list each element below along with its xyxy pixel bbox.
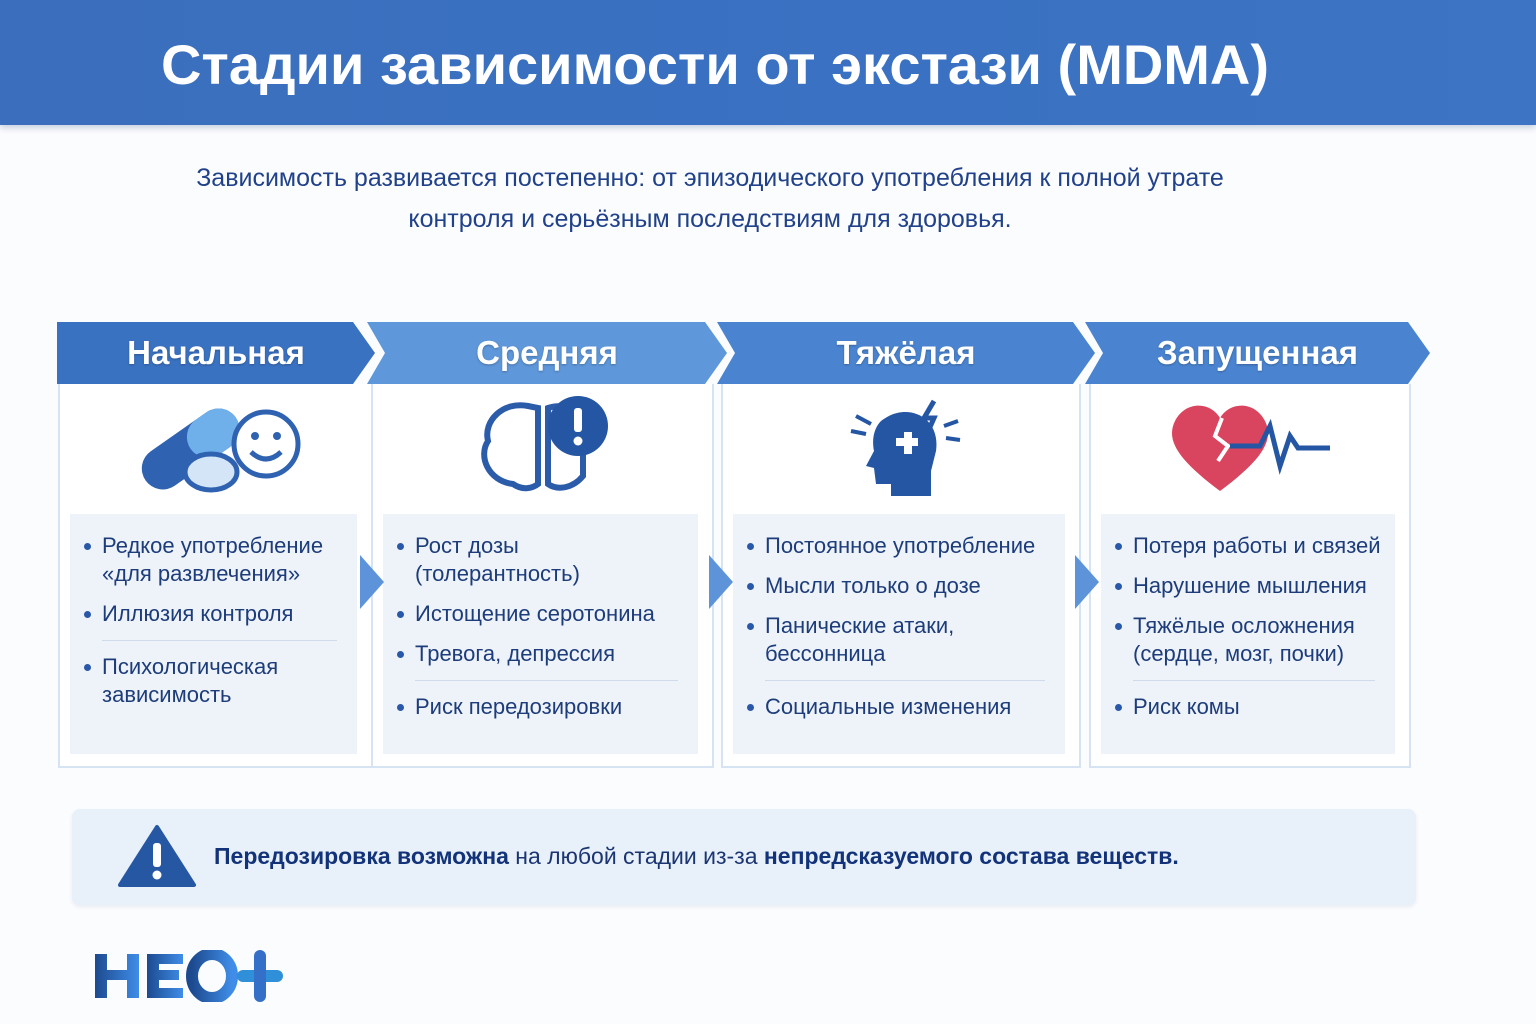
stage-title: Тяжёлая	[836, 334, 976, 371]
stage-list: Рост дозы (толерантность) Истощение серот…	[383, 514, 698, 754]
stage-header: Запущенная	[1085, 322, 1430, 384]
list-item: Истощение серотонина	[395, 600, 688, 628]
stage-list: Постоянное употребление Мысли только о до…	[733, 514, 1065, 754]
arrow-right-icon	[709, 555, 733, 609]
broken-heart-pulse-icon	[1160, 396, 1340, 501]
list-item: Постоянное употребление	[745, 532, 1055, 560]
header-banner: Стадии зависимости от экстази (MDMA)	[0, 0, 1536, 125]
stage-header: Начальная	[57, 322, 375, 384]
arrow-right-icon	[360, 555, 384, 609]
stage-list: Потеря работы и связей Нарушение мышления…	[1101, 514, 1395, 754]
stage-card: Редкое употребление «для развлечения» Илл…	[58, 384, 373, 768]
list-item: Тревога, депрессия	[395, 640, 688, 668]
logo	[95, 948, 285, 1007]
neo-plus-logo	[95, 948, 283, 1004]
stage-title: Средняя	[476, 334, 618, 371]
warning-box: Передозировка возможна на любой стадии и…	[72, 809, 1416, 905]
list-item: Социальные изменения	[745, 693, 1055, 721]
list-item: Риск комы	[1113, 693, 1385, 721]
divider	[765, 680, 1045, 681]
divider	[1133, 680, 1375, 681]
stage-header: Средняя	[367, 322, 727, 384]
page-title: Стадии зависимости от экстази (MDMA)	[160, 33, 1270, 96]
list-item: Мысли только о дозе	[745, 572, 1055, 600]
subtitle: Зависимость развивается постепенно: от э…	[80, 158, 1340, 240]
head-puzzle-icon	[836, 396, 966, 506]
divider	[415, 680, 678, 681]
pills-smiley-icon	[131, 396, 301, 501]
divider	[102, 640, 337, 641]
list-item: Редкое употребление «для развлечения»	[82, 532, 347, 588]
stage-header: Тяжёлая	[717, 322, 1095, 384]
stage-list: Редкое употребление «для развлечения» Илл…	[70, 514, 357, 754]
stage-card: Рост дозы (толерантность) Истощение серот…	[371, 384, 714, 768]
list-item: Рост дозы (толерантность)	[395, 532, 688, 588]
brain-alert-icon	[473, 396, 613, 501]
subtitle-line-1: Зависимость развивается постепенно: от э…	[196, 164, 1224, 192]
arrow-right-icon	[1075, 555, 1099, 609]
list-item: Нарушение мышления	[1113, 572, 1385, 600]
stage-card: Потеря работы и связей Нарушение мышления…	[1089, 384, 1411, 768]
list-item: Панические атаки, бессонница	[745, 612, 1055, 668]
list-item: Потеря работы и связей	[1113, 532, 1385, 560]
warning-triangle-icon	[118, 825, 196, 887]
list-item: Иллюзия контроля	[82, 600, 347, 628]
warning-text: Передозировка возможна на любой стадии и…	[214, 843, 1179, 869]
list-item: Тяжёлые осложнения (сердце, мозг, почки)	[1113, 612, 1385, 668]
stage-card: Постоянное употребление Мысли только о до…	[721, 384, 1081, 768]
list-item: Психологическая зависимость	[82, 653, 347, 709]
stage-title: Начальная	[127, 334, 305, 371]
subtitle-line-2: контроля и серьёзным последствиям для зд…	[408, 205, 1012, 233]
list-item: Риск передозировки	[395, 693, 688, 721]
stage-title: Запущенная	[1157, 334, 1358, 371]
